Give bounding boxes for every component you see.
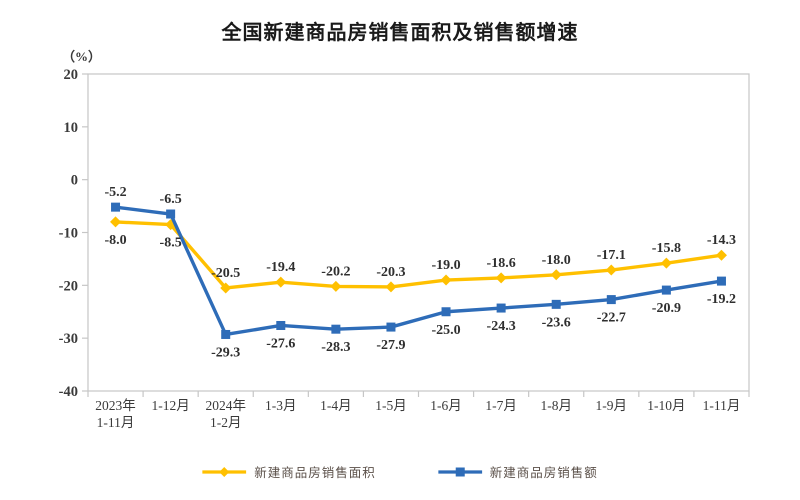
- data-point-label: -28.3: [321, 340, 350, 355]
- series-line-0: [113, 220, 724, 290]
- data-point-label: -14.3: [707, 233, 736, 248]
- y-tick-label: -10: [59, 226, 78, 242]
- data-point-marker: [715, 249, 727, 261]
- y-tick-label: -30: [59, 331, 78, 347]
- x-tick-label: 1-8月: [540, 398, 572, 413]
- legend-item-sales-area: 新建商品房销售面积: [202, 462, 376, 481]
- x-tick-label: 1-10月: [647, 398, 685, 413]
- data-point-marker: [385, 281, 397, 293]
- y-tick-label: -20: [59, 278, 78, 294]
- data-point-label: -19.2: [707, 292, 736, 307]
- data-point-marker: [221, 329, 231, 339]
- plot-border: [87, 73, 750, 392]
- data-point-marker: [330, 280, 342, 292]
- data-point-marker: [551, 299, 561, 309]
- legend-marker-sales-amount-icon: [437, 467, 482, 476]
- data-point-label: -8.0: [104, 233, 126, 248]
- chart-title: 全国新建商品房销售面积及销售额增速: [221, 22, 579, 44]
- x-tick-label: 1-3月: [265, 398, 297, 413]
- data-point-label: -17.1: [597, 248, 626, 263]
- y-tick-label: 20: [64, 67, 79, 83]
- data-point-marker: [275, 276, 287, 288]
- data-point-label: -8.5: [160, 236, 182, 251]
- data-point-label: -18.6: [487, 256, 516, 271]
- y-tick-label: 10: [64, 120, 79, 136]
- x-tick-label: 1-6月: [430, 398, 462, 413]
- x-tick-label: 2024年 1-2月: [205, 398, 246, 430]
- data-point-label: -19.0: [431, 258, 460, 273]
- x-tick-label: 1-5月: [375, 398, 407, 413]
- data-point-marker: [605, 264, 617, 276]
- data-point-marker: [110, 216, 122, 228]
- data-point-marker: [496, 303, 506, 313]
- data-point-label: -15.8: [652, 241, 681, 256]
- x-tick-label: 2023年 1-11月: [95, 398, 136, 430]
- data-point-marker: [660, 257, 672, 269]
- data-point-marker: [220, 282, 232, 294]
- legend-label-sales-area: 新建商品房销售面积: [254, 466, 376, 480]
- data-point-label: -5.2: [104, 185, 126, 200]
- series-line-1: [113, 205, 724, 337]
- legend-marker-sales-area-icon: [202, 466, 247, 477]
- data-point-marker: [111, 202, 121, 212]
- x-tick-label: 1-4月: [320, 398, 352, 413]
- data-point-label: -27.6: [266, 336, 295, 351]
- legend-item-sales-amount: 新建商品房销售额: [437, 462, 598, 481]
- data-point-label: -23.6: [542, 315, 571, 330]
- data-point-marker: [440, 274, 452, 286]
- data-point-marker: [386, 322, 396, 332]
- data-point-marker: [166, 209, 176, 219]
- data-point-marker: [276, 320, 286, 330]
- y-tick-label: -40: [59, 384, 78, 400]
- data-point-label: -20.2: [321, 264, 350, 279]
- data-point-label: -20.5: [211, 266, 240, 281]
- data-point-label: -20.3: [376, 265, 405, 280]
- data-point-label: -20.9: [652, 301, 681, 316]
- data-point-label: -19.4: [266, 260, 295, 275]
- data-point-label: -25.0: [431, 323, 460, 338]
- data-point-label: -22.7: [597, 311, 626, 326]
- data-point-marker: [606, 295, 616, 305]
- data-point-marker: [495, 272, 507, 284]
- x-tick-label: 1-12月: [152, 398, 190, 413]
- data-point-label: -6.5: [160, 192, 182, 207]
- data-point-marker: [661, 285, 671, 295]
- data-point-marker: [441, 307, 451, 317]
- data-point-marker: [550, 269, 562, 281]
- legend: 新建商品房销售面积 新建商品房销售额: [202, 462, 598, 481]
- data-point-label: -24.3: [487, 319, 516, 334]
- x-tick-label: 1-11月: [703, 398, 741, 413]
- data-point-label: -29.3: [211, 345, 240, 360]
- data-point-label: -27.9: [376, 338, 405, 353]
- y-tick-label: 0: [71, 173, 78, 189]
- data-point-marker: [331, 324, 341, 334]
- y-axis-unit-label: （%）: [62, 49, 102, 64]
- data-point-marker: [716, 276, 726, 286]
- data-point-label: -18.0: [542, 253, 571, 268]
- x-tick-label: 1-7月: [485, 398, 517, 413]
- x-tick-label: 1-9月: [596, 398, 628, 413]
- legend-label-sales-amount: 新建商品房销售额: [489, 466, 598, 480]
